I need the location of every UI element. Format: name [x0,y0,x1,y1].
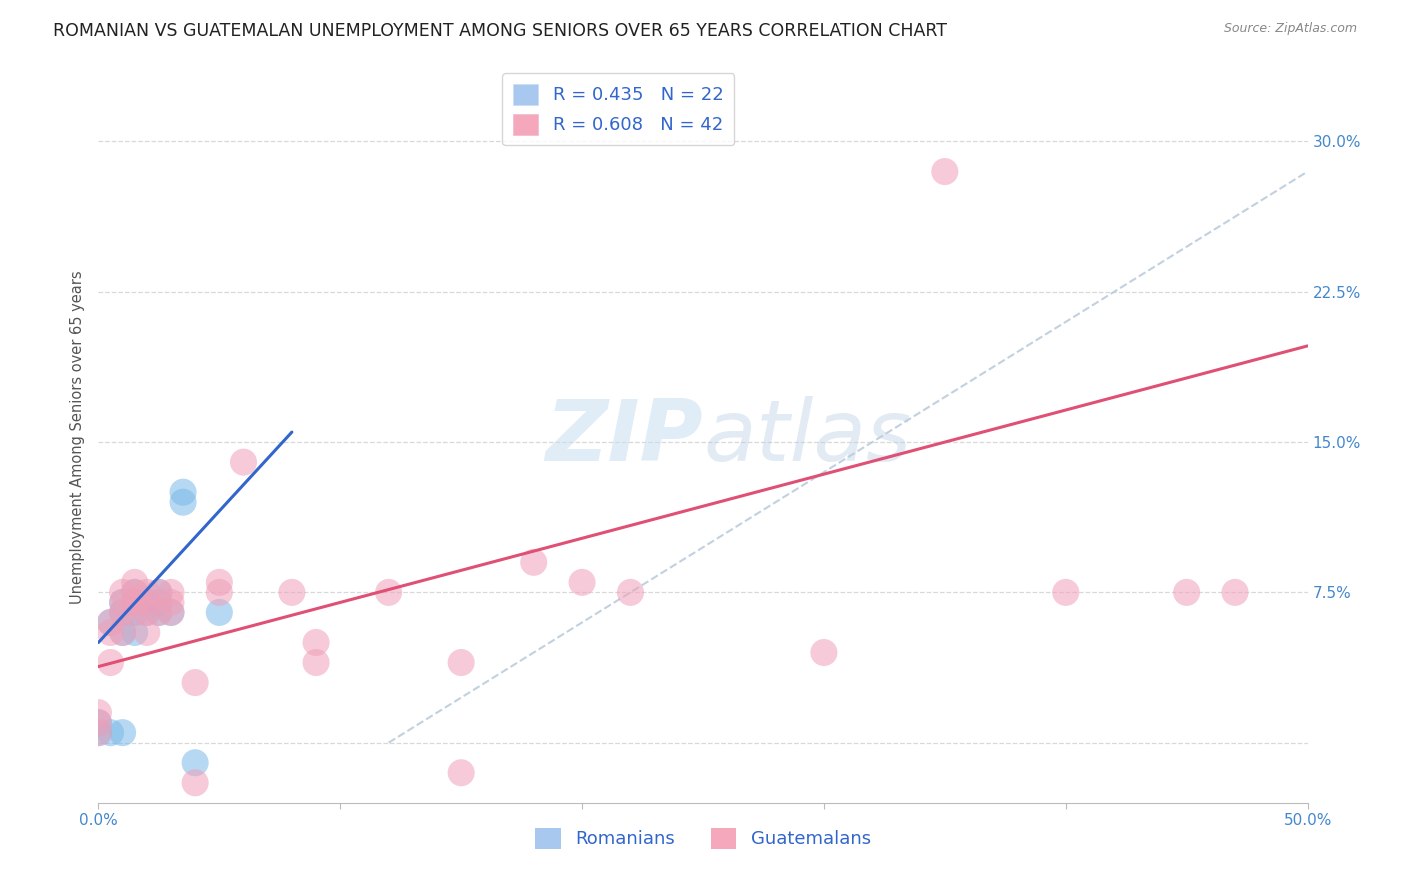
Point [1223,585,1246,599]
Point [1054,585,1077,599]
Point [124,585,146,599]
Point [124,575,146,590]
Point [111,595,134,609]
Point [135,606,157,620]
Point [111,606,134,620]
Point [100,625,122,640]
Point [305,656,328,670]
Point [100,615,122,630]
Point [111,585,134,599]
Point [111,625,134,640]
Point [934,164,956,178]
Point [124,625,146,640]
Point [111,606,134,620]
Text: ROMANIAN VS GUATEMALAN UNEMPLOYMENT AMONG SENIORS OVER 65 YEARS CORRELATION CHAR: ROMANIAN VS GUATEMALAN UNEMPLOYMENT AMON… [53,22,948,40]
Point [148,606,170,620]
Point [135,595,157,609]
Point [208,606,231,620]
Point [450,765,472,780]
Point [135,606,157,620]
Point [100,656,122,670]
Point [305,635,328,649]
Text: Source: ZipAtlas.com: Source: ZipAtlas.com [1223,22,1357,36]
Legend: Romanians, Guatemalans: Romanians, Guatemalans [529,821,877,856]
Point [87,715,110,730]
Point [172,495,194,509]
Point [111,625,134,640]
Point [571,575,593,590]
Text: atlas: atlas [703,395,911,479]
Point [619,585,641,599]
Point [87,725,110,739]
Point [184,675,207,690]
Point [208,575,231,590]
Point [377,585,399,599]
Point [148,585,170,599]
Point [100,725,122,739]
Y-axis label: Unemployment Among Seniors over 65 years: Unemployment Among Seniors over 65 years [70,270,86,604]
Point [135,585,157,599]
Point [124,606,146,620]
Point [1175,585,1198,599]
Point [160,606,183,620]
Point [450,656,472,670]
Point [281,585,304,599]
Point [232,455,254,469]
Point [111,725,134,739]
Point [124,595,146,609]
Point [523,555,546,569]
Point [135,625,157,640]
Point [124,585,146,599]
Point [160,606,183,620]
Point [100,615,122,630]
Point [87,725,110,739]
Point [184,776,207,790]
Point [148,606,170,620]
Point [87,706,110,720]
Point [160,595,183,609]
Text: ZIP: ZIP [546,395,703,479]
Point [208,585,231,599]
Point [813,646,835,660]
Point [124,606,146,620]
Point [184,756,207,770]
Point [172,485,194,500]
Point [135,595,157,609]
Point [160,585,183,599]
Point [87,715,110,730]
Point [124,595,146,609]
Point [148,585,170,599]
Point [148,595,170,609]
Point [111,595,134,609]
